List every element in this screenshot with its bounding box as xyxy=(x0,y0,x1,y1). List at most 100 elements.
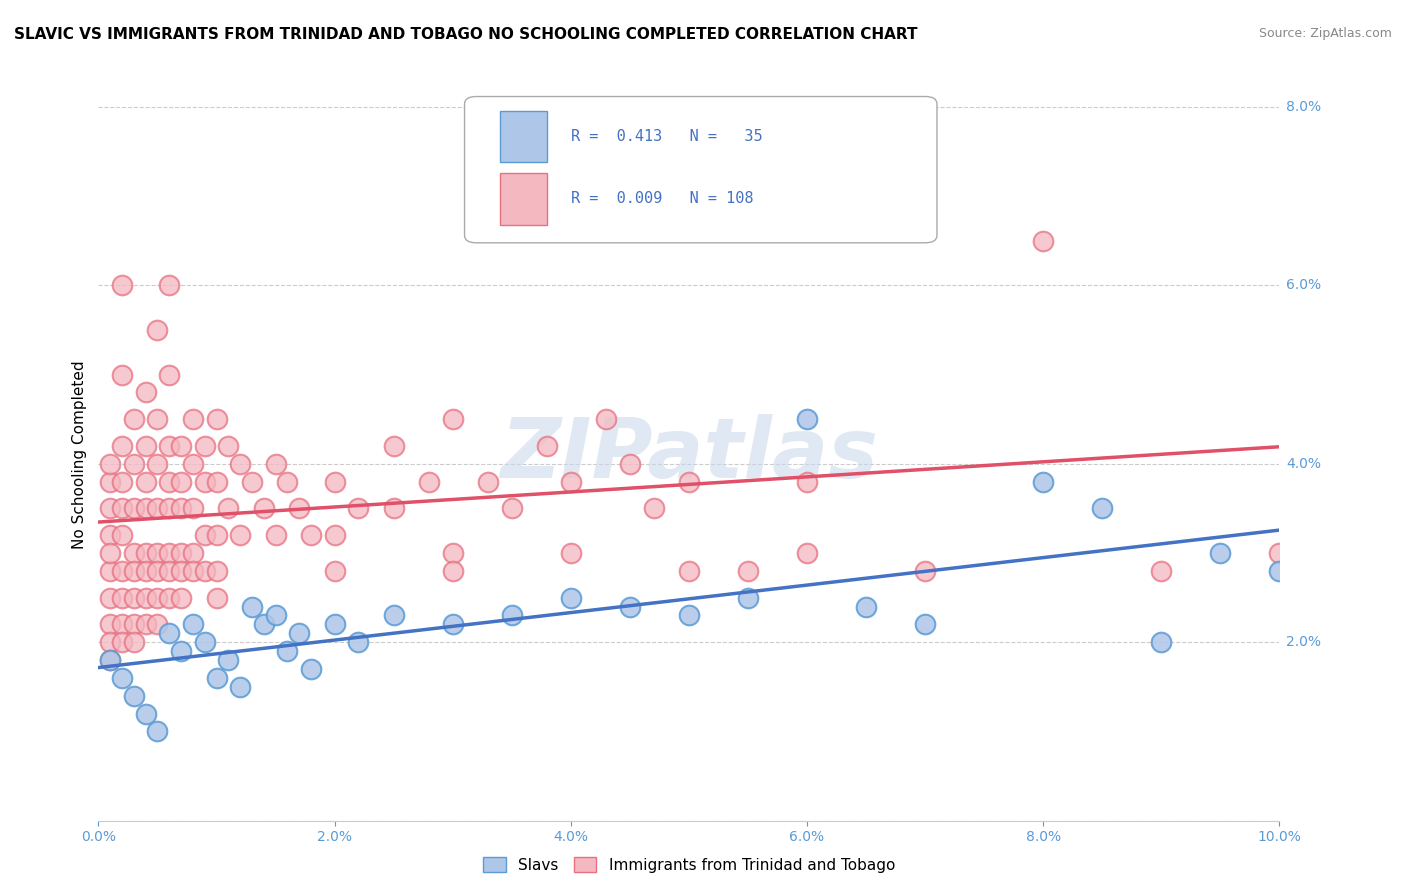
Point xyxy=(501,501,523,516)
Y-axis label: No Schooling Completed: No Schooling Completed xyxy=(72,360,87,549)
Point xyxy=(111,591,134,605)
Point xyxy=(855,171,877,186)
Point xyxy=(181,457,204,471)
Point xyxy=(323,617,346,632)
Point xyxy=(619,599,641,614)
Text: R =  0.009   N = 108: R = 0.009 N = 108 xyxy=(571,192,754,206)
Point xyxy=(98,653,121,667)
Point xyxy=(122,617,145,632)
Point xyxy=(146,591,169,605)
Point xyxy=(1268,564,1291,578)
Point xyxy=(170,591,193,605)
Point xyxy=(135,591,157,605)
Point xyxy=(501,608,523,623)
Bar xyxy=(501,173,547,225)
Point xyxy=(135,501,157,516)
Point xyxy=(98,501,121,516)
Point xyxy=(288,501,311,516)
Point xyxy=(157,475,180,489)
Text: 4.0%: 4.0% xyxy=(1286,457,1322,471)
Point xyxy=(299,528,322,542)
Point xyxy=(441,564,464,578)
Point xyxy=(146,412,169,426)
Point xyxy=(240,475,263,489)
Point xyxy=(217,501,239,516)
Point xyxy=(111,501,134,516)
Point xyxy=(441,412,464,426)
Point xyxy=(205,591,228,605)
Point xyxy=(170,439,193,453)
Point xyxy=(135,385,157,400)
Point xyxy=(678,475,700,489)
Point xyxy=(205,564,228,578)
Text: 6.0%: 6.0% xyxy=(1286,278,1322,293)
Point xyxy=(347,501,370,516)
Text: SLAVIC VS IMMIGRANTS FROM TRINIDAD AND TOBAGO NO SCHOOLING COMPLETED CORRELATION: SLAVIC VS IMMIGRANTS FROM TRINIDAD AND T… xyxy=(14,27,918,42)
Text: 8.0%: 8.0% xyxy=(1286,100,1322,114)
Point xyxy=(98,546,121,560)
Point xyxy=(98,564,121,578)
Point xyxy=(181,412,204,426)
Point xyxy=(796,412,818,426)
Point xyxy=(181,501,204,516)
Point xyxy=(170,475,193,489)
Point xyxy=(157,564,180,578)
Point xyxy=(135,617,157,632)
Point xyxy=(111,617,134,632)
Point xyxy=(560,475,582,489)
Point xyxy=(170,564,193,578)
Legend: Slavs, Immigrants from Trinidad and Tobago: Slavs, Immigrants from Trinidad and Toba… xyxy=(477,851,901,879)
Point xyxy=(229,680,252,694)
Point xyxy=(253,501,276,516)
Point xyxy=(194,635,217,649)
Point xyxy=(253,617,276,632)
Point xyxy=(595,412,617,426)
Point xyxy=(1032,234,1054,248)
Point xyxy=(122,546,145,560)
Point xyxy=(111,528,134,542)
Point xyxy=(855,599,877,614)
Point xyxy=(264,608,287,623)
Point xyxy=(135,564,157,578)
Point xyxy=(914,564,936,578)
Point xyxy=(98,635,121,649)
Point xyxy=(205,671,228,685)
Point xyxy=(1209,546,1232,560)
Point xyxy=(914,617,936,632)
Point xyxy=(1268,546,1291,560)
Point xyxy=(194,528,217,542)
Point xyxy=(135,706,157,721)
Point xyxy=(135,546,157,560)
Point xyxy=(229,528,252,542)
Point xyxy=(1150,635,1173,649)
Point xyxy=(217,439,239,453)
Point xyxy=(122,412,145,426)
Point xyxy=(229,457,252,471)
Point xyxy=(157,546,180,560)
Point xyxy=(194,475,217,489)
Point xyxy=(796,546,818,560)
Point xyxy=(737,591,759,605)
Point xyxy=(240,599,263,614)
Point xyxy=(146,323,169,337)
Point xyxy=(441,546,464,560)
Text: Source: ZipAtlas.com: Source: ZipAtlas.com xyxy=(1258,27,1392,40)
Point xyxy=(98,475,121,489)
Point xyxy=(217,653,239,667)
Point xyxy=(1150,564,1173,578)
Point xyxy=(111,439,134,453)
Point xyxy=(98,457,121,471)
Point xyxy=(1091,501,1114,516)
Point xyxy=(288,626,311,640)
Point xyxy=(194,564,217,578)
Point xyxy=(323,475,346,489)
Point xyxy=(619,457,641,471)
Point xyxy=(157,278,180,293)
Point xyxy=(146,457,169,471)
Text: 2.0%: 2.0% xyxy=(1286,635,1322,649)
Point xyxy=(98,528,121,542)
Point xyxy=(111,635,134,649)
Point xyxy=(122,501,145,516)
Point xyxy=(477,475,499,489)
Point xyxy=(1032,475,1054,489)
